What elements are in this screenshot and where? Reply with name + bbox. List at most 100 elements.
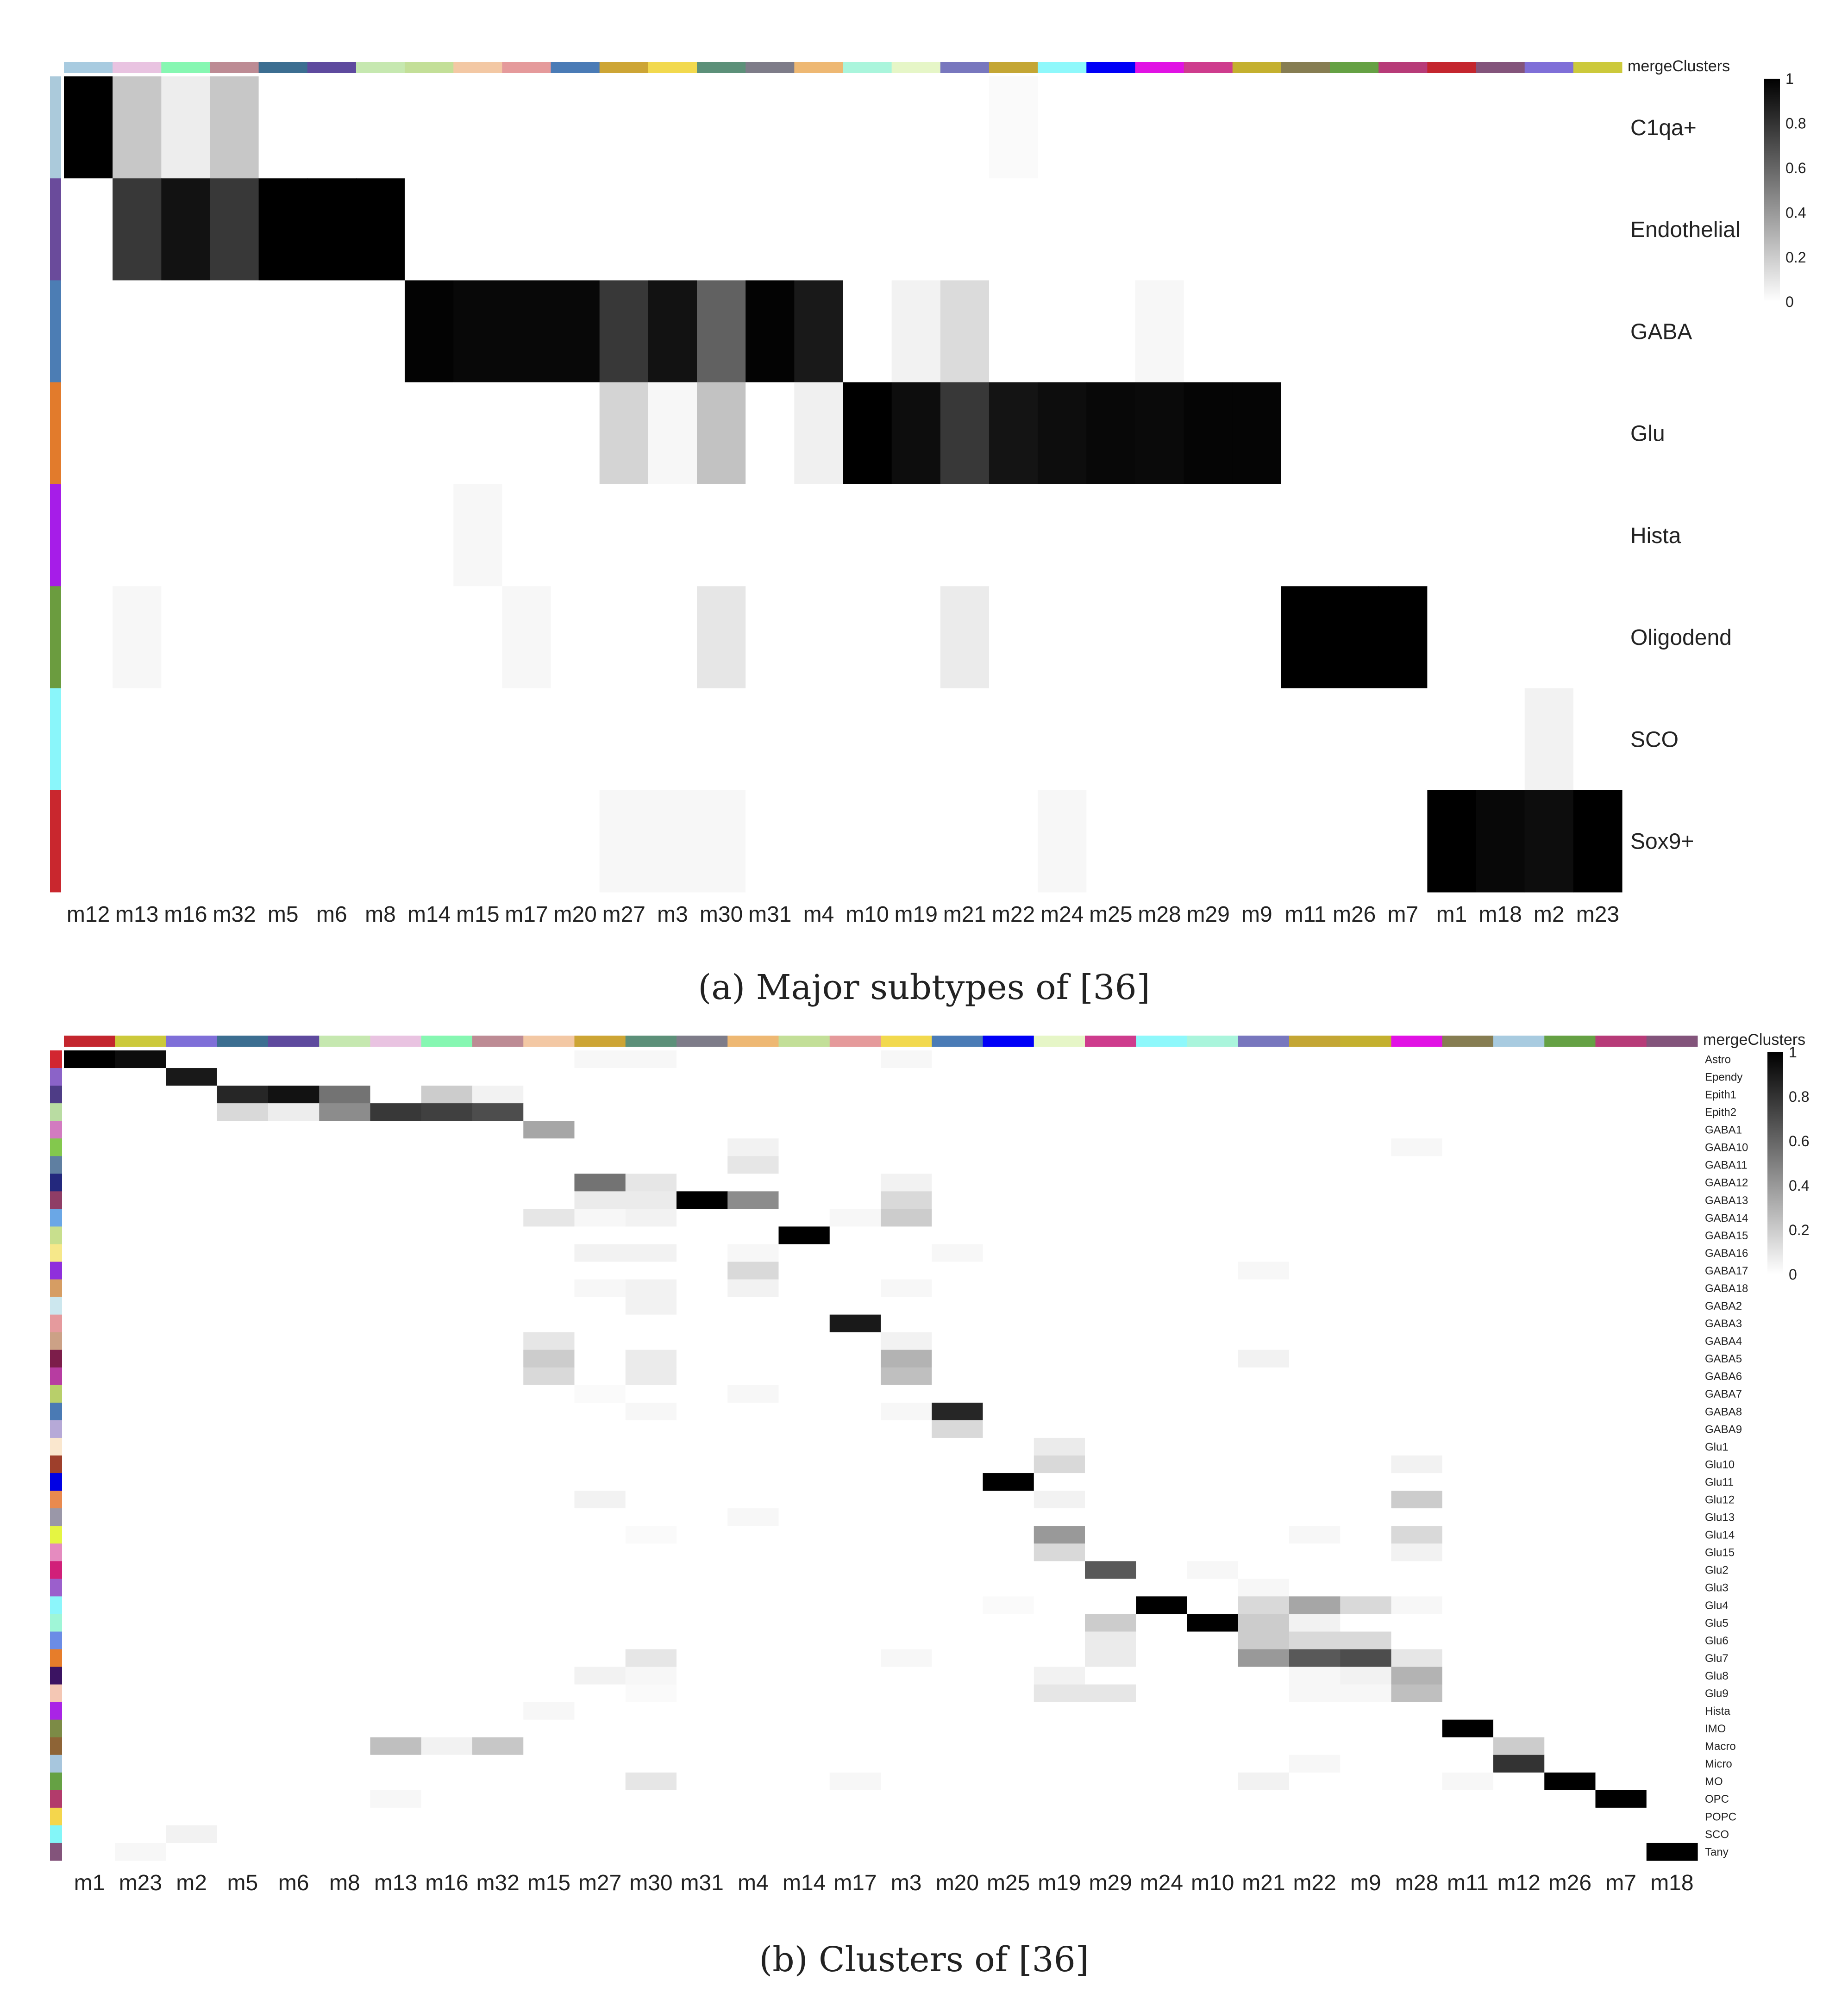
heatmap-cell-Glu4-m8 [319,1596,371,1614]
heatmap-cell-GABA12-m28 [1391,1174,1443,1192]
heatmap-cell-Hista-m29 [1184,484,1233,587]
heatmap-cell-SCO-m9 [1340,1825,1392,1843]
heatmap-cell-IMO-m6 [268,1719,319,1738]
heatmap-cell-C1qa+-m14 [405,76,454,179]
heatmap-cell-Hista-m3 [648,484,697,587]
column-annotation-m24 [1136,1036,1187,1047]
heatmap-cell-Glu4-m18 [1646,1596,1698,1614]
heatmap-cell-Oligodend-m12 [64,586,113,689]
heatmap-cell-Glu10-m4 [727,1455,779,1474]
heatmap-cell-Astro-m15 [523,1050,575,1068]
row-annotation-GABA17 [50,1262,62,1280]
heatmap-cell-Macro-m27 [574,1737,626,1755]
heatmap-cell-Glu13-m32 [472,1508,524,1526]
heatmap-cell-Astro-m16 [421,1050,473,1068]
heatmap-cell-Hista-m15 [523,1702,575,1720]
heatmap-cell-Glu6-m6 [268,1631,319,1650]
heatmap-cell-Ependy-m18 [1646,1068,1698,1086]
row-annotation-Astro [50,1050,62,1068]
heatmap-cell-Hista-m1 [1427,484,1477,587]
heatmap-cell-Glu14-m5 [217,1526,269,1544]
heatmap-cell-GABA5-m20 [932,1349,984,1368]
heatmap-cell-Tany-m23 [115,1843,167,1861]
heatmap-cell-IMO-m17 [829,1719,881,1738]
heatmap-cell-Glu1-m12 [1493,1437,1545,1456]
heatmap-cell-POPC-m17 [829,1807,881,1826]
heatmap-cell-GABA4-m17 [829,1332,881,1350]
heatmap-cell-Glu8-m11 [1442,1667,1494,1685]
heatmap-cell-Endothelial-m10 [843,178,892,281]
heatmap-cell-Sox9+-m7 [1378,790,1428,893]
heatmap-cell-IMO-m1 [64,1719,115,1738]
heatmap-cell-Glu6-m2 [166,1631,218,1650]
colorbar-tick-0: 0 [1785,294,1794,310]
heatmap-cell-POPC-m23 [115,1807,167,1826]
heatmap-cell-C1qa+-m23 [1573,76,1622,179]
heatmap-cell-GABA18-m14 [778,1279,830,1298]
heatmap-cell-Macro-m24 [1136,1737,1188,1755]
heatmap-cell-GABA15-m30 [625,1226,677,1245]
heatmap-cell-Hista-m17 [829,1702,881,1720]
row-label-Glu1: Glu1 [1705,1441,1729,1453]
row-annotation-C1qa+ [50,76,61,179]
heatmap-cell-GABA8-m22 [1289,1402,1341,1421]
heatmap-cell-GABA10-m19 [1034,1138,1085,1156]
heatmap-cell-GABA5-m26 [1544,1349,1596,1368]
heatmap-cell-GABA10-m23 [115,1138,167,1156]
heatmap-cell-GABA5-m2 [166,1349,218,1368]
heatmap-cell-GABA4-m10 [1187,1332,1239,1350]
heatmap-cell-GABA12-m3 [881,1174,932,1192]
heatmap-cell-Glu3-m23 [115,1579,167,1597]
column-annotation-m8 [319,1036,370,1047]
heatmap-cell-Astro-m24 [1136,1050,1188,1068]
heatmap-cell-Tany-m21 [1238,1843,1290,1861]
heatmap-cell-IMO-m24 [1136,1719,1188,1738]
heatmap-cell-GABA2-m24 [1136,1297,1188,1315]
column-annotation-m16 [161,62,210,73]
heatmap-cell-Glu6-m12 [1493,1631,1545,1650]
heatmap-cell-POPC-m13 [370,1807,422,1826]
heatmap-cell-Glu8-m15 [523,1667,575,1685]
heatmap-cell-Hista-m12 [64,484,113,587]
heatmap-cell-GABA17-m26 [1544,1262,1596,1280]
heatmap-cell-Glu12-m9 [1340,1491,1392,1509]
heatmap-cell-Glu13-m29 [1085,1508,1136,1526]
heatmap-cell-OPC-m14 [778,1790,830,1808]
heatmap-cell-Glu5-m3 [881,1614,932,1632]
heatmap-cell-Hista-m27 [574,1702,626,1720]
heatmap-cell-GABA5-m10 [1187,1349,1239,1368]
heatmap-cell-GABA10-m27 [574,1138,626,1156]
heatmap-cell-SCO-m13 [370,1825,422,1843]
heatmap-cell-GABA-m21 [940,280,990,383]
heatmap-cell-Epith1-m14 [778,1086,830,1104]
heatmap-cell-GABA6-m19 [1034,1367,1085,1386]
heatmap-cell-Glu4-m26 [1544,1596,1596,1614]
heatmap-cell-Macro-m17 [829,1737,881,1755]
heatmap-cell-GABA-m13 [113,280,162,383]
heatmap-cell-GABA-m8 [356,280,405,383]
heatmap-cell-SCO-m24 [1038,688,1087,791]
row-annotation-IMO [50,1719,62,1738]
heatmap-cell-Glu7-m17 [829,1649,881,1668]
heatmap-cell-GABA9-m8 [319,1420,371,1438]
heatmap-cell-Glu2-m17 [829,1561,881,1579]
heatmap-cell-GABA-m3 [648,280,697,383]
heatmap-cell-GABA7-m16 [421,1385,473,1403]
heatmap-cell-GABA15-m3 [881,1226,932,1245]
row-label-Glu3: Glu3 [1705,1582,1729,1594]
heatmap-cell-Glu15-m1 [64,1543,115,1562]
heatmap-cell-Tany-m27 [574,1843,626,1861]
heatmap-cell-Micro-m28 [1391,1755,1443,1773]
heatmap-cell-Glu5-m24 [1136,1614,1188,1632]
heatmap-cell-GABA8-m10 [1187,1402,1239,1421]
heatmap-cell-GABA3-m17 [829,1314,881,1333]
heatmap-cell-GABA1-m22 [1289,1121,1341,1139]
heatmap-cell-Glu13-m22 [1289,1508,1341,1526]
heatmap-cell-Glu2-m19 [1034,1561,1085,1579]
heatmap-cell-Tany-m13 [370,1843,422,1861]
heatmap-cell-GABA-m32 [210,280,259,383]
heatmap-cell-Epith2-m24 [1136,1103,1188,1121]
colorbar-tick-1: 1 [1785,70,1794,87]
heatmap-cell-GABA3-m21 [1238,1314,1290,1333]
heatmap-cell-Epith1-m19 [1034,1086,1085,1104]
